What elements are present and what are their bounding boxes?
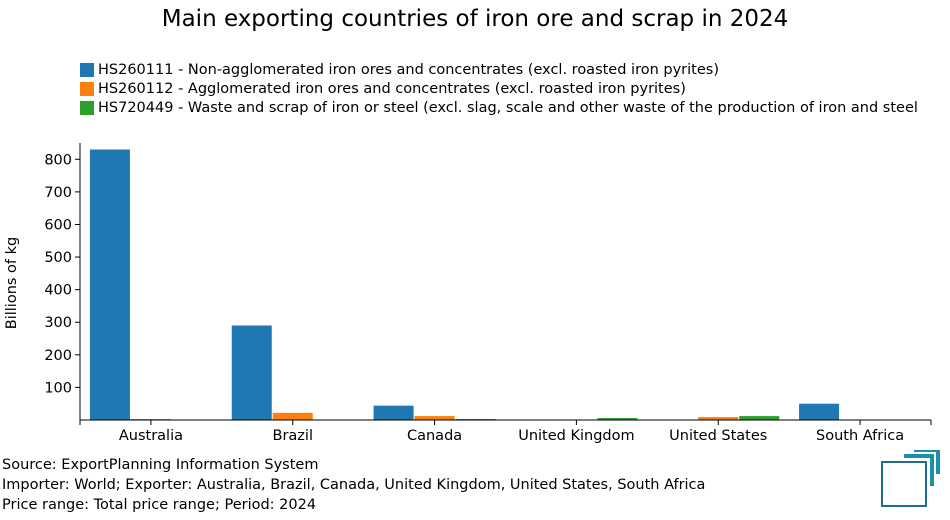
y-tick-label: 400 xyxy=(44,283,72,299)
bar-marks xyxy=(89,149,840,421)
bar-chart: 100 200 300 400 500 600 700 800 Australia Brazil… xyxy=(4,143,932,444)
legend-item-hs720449[interactable]: HS720449 - Waste and scrap of iron or st… xyxy=(80,98,918,117)
bar[interactable] xyxy=(373,405,414,420)
footer-period: Price range: Total price range; Period: … xyxy=(2,497,317,513)
x-tick-label: Canada xyxy=(407,428,462,444)
legend-label-hs260112: HS260112 - Agglomerated iron ores and co… xyxy=(98,80,686,97)
x-tick-label: South Africa xyxy=(816,428,904,444)
legend-item-hs260111[interactable]: HS260111 - Non-agglomerated iron ores an… xyxy=(80,60,918,79)
legend-label-hs260111: HS260111 - Non-agglomerated iron ores an… xyxy=(98,61,719,78)
y-tick-label: 200 xyxy=(44,348,72,364)
bar[interactable] xyxy=(739,416,780,420)
y-tick-label: 800 xyxy=(44,152,72,168)
x-tick-label: Brazil xyxy=(273,428,313,444)
y-axis-label: Billions of kg xyxy=(4,237,20,329)
bar[interactable] xyxy=(231,325,272,420)
legend: HS260111 - Non-agglomerated iron ores an… xyxy=(80,60,918,117)
x-tick-label: Australia xyxy=(119,428,183,444)
y-tick-label: 500 xyxy=(44,250,72,266)
x-tick-label: United States xyxy=(669,428,767,444)
bar[interactable] xyxy=(272,412,313,420)
y-tick-label: 700 xyxy=(44,185,72,201)
bar[interactable] xyxy=(414,416,455,420)
exportplanning-logo-icon xyxy=(881,450,940,507)
legend-label-hs720449: HS720449 - Waste and scrap of iron or st… xyxy=(98,99,918,116)
legend-swatch-hs260112 xyxy=(80,81,94,96)
chart-title: Main exporting countries of iron ore and… xyxy=(161,6,789,32)
y-tick-label: 100 xyxy=(44,380,72,396)
bar[interactable] xyxy=(89,149,130,421)
legend-item-hs260112[interactable]: HS260112 - Agglomerated iron ores and co… xyxy=(80,79,918,98)
legend-swatch-hs720449 xyxy=(80,100,94,115)
y-tick-label: 600 xyxy=(44,217,72,233)
y-axis-ticks: 100 200 300 400 500 600 700 800 xyxy=(44,152,80,396)
bar[interactable] xyxy=(799,403,840,420)
legend-swatch-hs260111 xyxy=(80,62,94,77)
footer: Source: ExportPlanning Information Syste… xyxy=(2,455,705,515)
footer-filters: Importer: World; Exporter: Australia, Br… xyxy=(2,477,706,493)
x-axis-ticks: Australia Brazil Canada United Kingdom Unite… xyxy=(79,420,932,444)
footer-source: Source: ExportPlanning Information Syste… xyxy=(2,457,319,473)
bar[interactable] xyxy=(698,417,739,420)
bar[interactable] xyxy=(597,418,638,420)
x-tick-label: United Kingdom xyxy=(518,428,634,444)
y-tick-label: 300 xyxy=(44,315,72,331)
